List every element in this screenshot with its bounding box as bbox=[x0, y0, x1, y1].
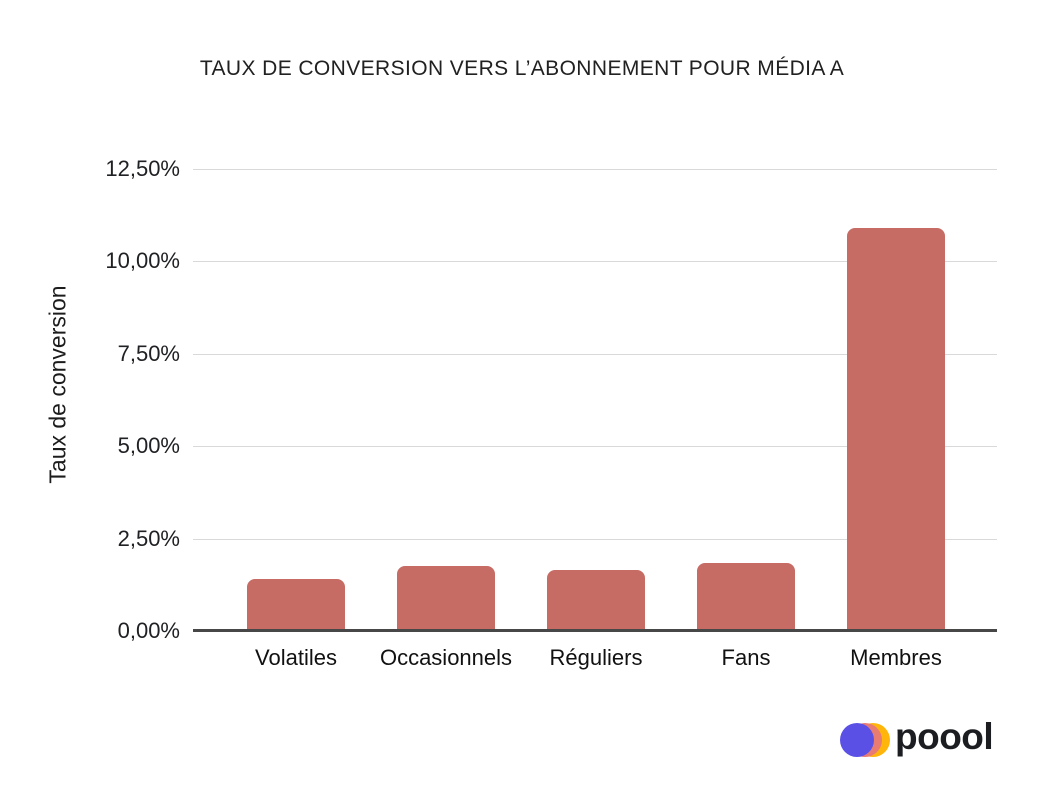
x-axis-label: Réguliers bbox=[549, 645, 643, 670]
x-axis-label: Volatiles bbox=[255, 645, 337, 670]
chart-title: TAUX DE CONVERSION VERS L’ABONNEMENT POU… bbox=[199, 57, 845, 80]
bar-1 bbox=[247, 579, 345, 631]
x-axis-label: Membres bbox=[850, 645, 942, 670]
poool-logo: poool bbox=[840, 713, 994, 767]
y-tick-label: 7,50% bbox=[117, 340, 180, 366]
x-axis-line bbox=[193, 629, 997, 632]
poool-logo-text: poool bbox=[895, 716, 994, 757]
y-tick-label: 0,00% bbox=[117, 618, 180, 643]
poool-logo-icon bbox=[840, 723, 890, 757]
bar-slot bbox=[371, 169, 521, 631]
y-tick-label: 10,00% bbox=[105, 248, 180, 274]
bar-slot bbox=[221, 169, 371, 631]
plot-area bbox=[193, 169, 997, 632]
gridline bbox=[193, 353, 997, 355]
bar-4 bbox=[697, 562, 795, 631]
bar-slot bbox=[521, 169, 671, 631]
bar-slot bbox=[671, 169, 821, 631]
x-axis-label: Occasionnels bbox=[379, 645, 513, 670]
bar-slot bbox=[821, 169, 971, 631]
y-tick-label: 5,00% bbox=[117, 433, 180, 459]
gridline bbox=[193, 446, 997, 448]
gridline bbox=[193, 261, 997, 263]
bar-5 bbox=[847, 228, 945, 631]
bar-3 bbox=[547, 570, 645, 631]
gridline bbox=[193, 538, 997, 540]
y-axis-tick-labels: 0,00% 2,50% 5,00% 7,50% 10,00% 12,50% bbox=[0, 156, 180, 643]
y-tick-label: 12,50% bbox=[105, 156, 180, 181]
bar-2 bbox=[397, 566, 495, 631]
x-axis-labels: Volatiles Occasionnels Réguliers Fans Membre… bbox=[221, 645, 971, 671]
bars-row bbox=[221, 169, 971, 631]
gridline bbox=[193, 169, 997, 170]
y-tick-label: 2,50% bbox=[117, 525, 180, 551]
logo-circle-purple-icon bbox=[840, 723, 874, 757]
x-axis-label: Fans bbox=[721, 645, 771, 670]
